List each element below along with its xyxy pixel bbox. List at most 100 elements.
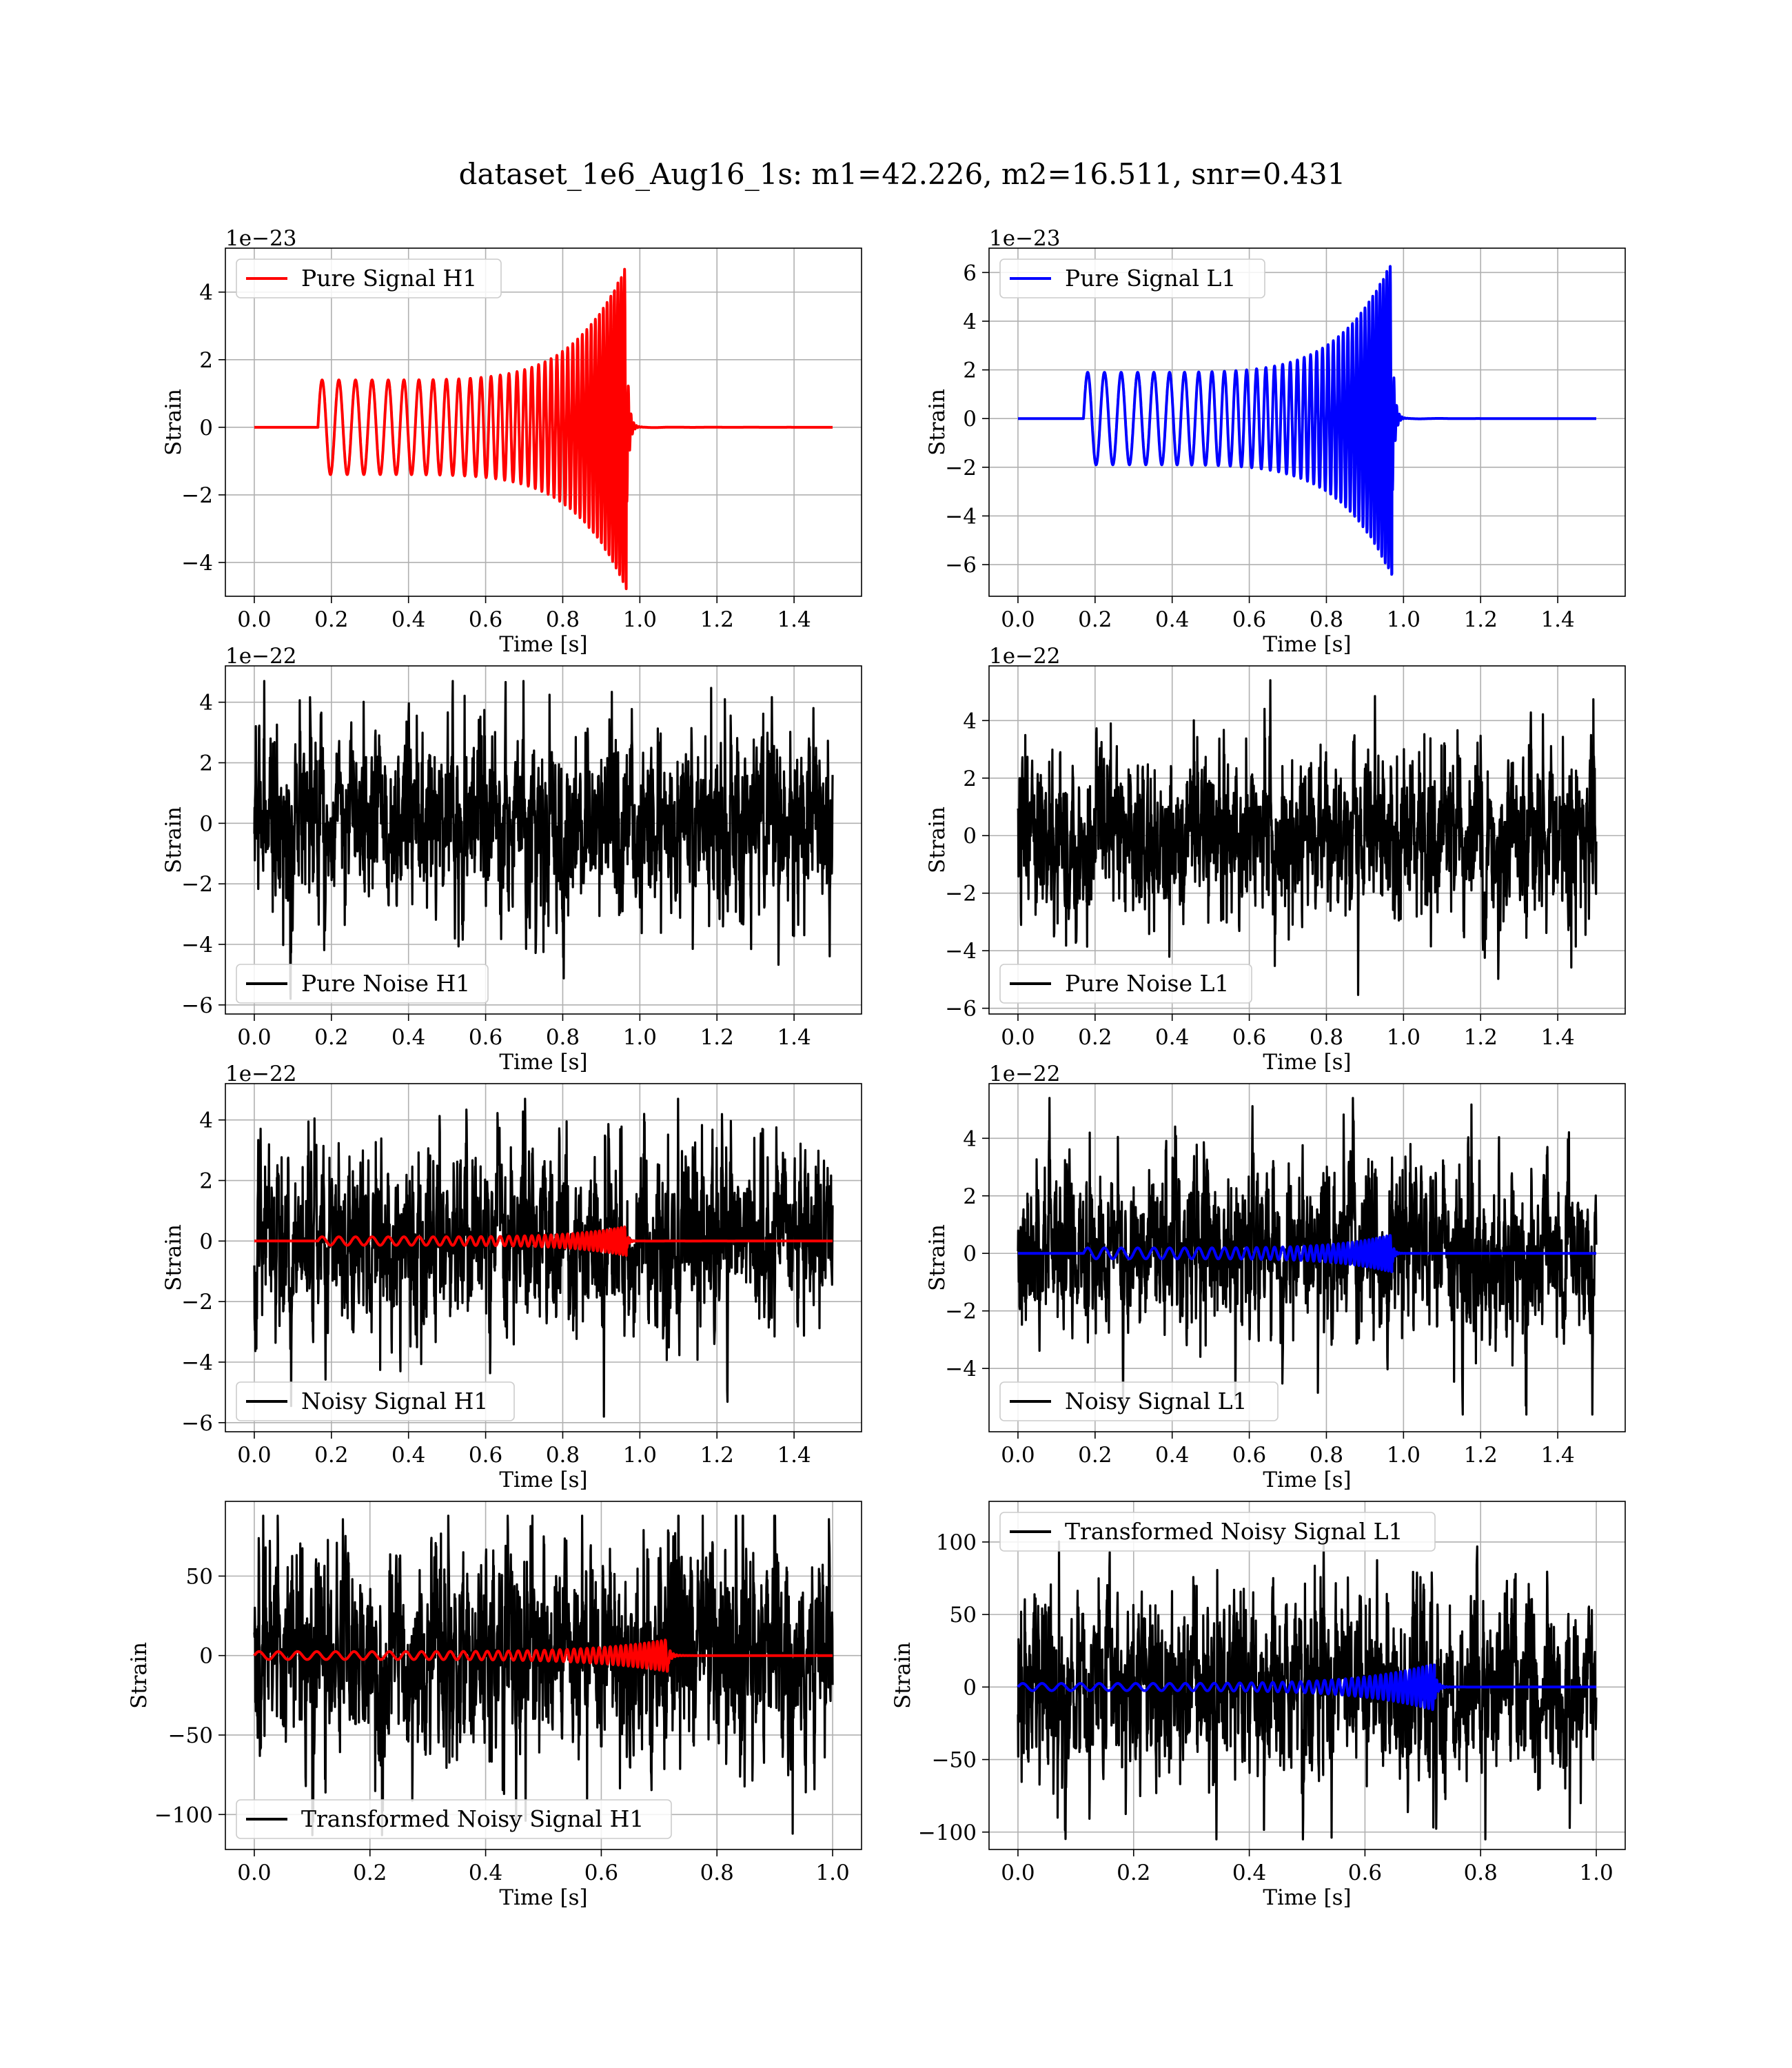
x-tick-label: 0.6	[1232, 607, 1266, 632]
x-tick-label: 0.8	[1310, 607, 1343, 632]
y-tick-label: 0	[963, 824, 977, 849]
panel-pure-signal-l1: 0.0 0.2 0.4 0.6 0.8 1.0 1.2 1.4 −6 −4 −2 0 2 4 6 Time […	[925, 226, 1626, 657]
x-tick-label: 0.4	[391, 607, 425, 632]
x-tick-label: 0.2	[1078, 607, 1112, 632]
y-tick-label: 2	[963, 1184, 977, 1209]
x-tick-label: 1.2	[700, 1025, 734, 1050]
axes-frame	[225, 247, 862, 597]
y-tick-label: −2	[181, 1290, 213, 1315]
x-tick-label: 1.4	[777, 1025, 811, 1050]
x-axis-label: Time [s]	[499, 1468, 587, 1492]
x-tick-label: 0.0	[237, 1443, 271, 1468]
panel-transformed-noisy-signal-l1: 0.0 0.2 0.4 0.6 0.8 1.0 −100 −50 0 50 100 Time [s] S…	[890, 1501, 1626, 1910]
legend-label: Noisy Signal H1	[301, 1388, 488, 1415]
x-tick-label: 1.4	[777, 607, 811, 632]
y-tick-label: −4	[945, 504, 977, 529]
axes-frame	[988, 1501, 1626, 1850]
x-axis-label: Time [s]	[499, 1050, 587, 1075]
plot-area	[1017, 265, 1598, 576]
y-tick-label: 0	[199, 1229, 213, 1254]
x-tick-label: 1.2	[700, 1443, 734, 1468]
y-tick-label: −100	[154, 1803, 213, 1827]
y-axis-label: Strain	[161, 389, 186, 456]
x-tick-label: 0.0	[237, 1861, 271, 1885]
x-axis-label: Time [s]	[499, 1885, 587, 1910]
x-axis-label: Time [s]	[499, 632, 587, 657]
x-tick-label: 0.2	[1078, 1025, 1112, 1050]
overlay-signal-series-line	[1017, 1663, 1598, 1712]
legend-label: Transformed Noisy Signal L1	[1065, 1518, 1403, 1545]
legend-label: Pure Noise H1	[301, 970, 470, 997]
legend-label: Pure Signal H1	[301, 265, 477, 292]
plot-area	[253, 1097, 834, 1418]
x-tick-label: 1.0	[1387, 1443, 1421, 1468]
x-tick-label: 0.4	[1155, 1025, 1189, 1050]
y-tick-label: 4	[199, 281, 213, 305]
axis-offset-label: 1e−22	[225, 1062, 297, 1086]
legend-box	[999, 1512, 1436, 1552]
x-tick-label: 0.6	[469, 1443, 502, 1468]
axes-frame	[225, 665, 862, 1015]
x-tick-label: 1.0	[1387, 1025, 1421, 1050]
legend-label: Pure Signal L1	[1065, 265, 1236, 292]
y-tick-label: 2	[199, 1169, 213, 1194]
y-tick-label: −4	[945, 939, 977, 964]
y-tick-label: 2	[199, 348, 213, 373]
figure-title: dataset_1e6_Aug16_1s: m1=42.226, m2=16.5…	[458, 157, 1346, 191]
axes-frame	[988, 1083, 1626, 1432]
x-tick-label: 0.2	[353, 1861, 387, 1885]
x-tick-label: 0.0	[1001, 607, 1035, 632]
y-tick-label: −6	[945, 997, 977, 1022]
x-tick-label: 0.2	[314, 1025, 348, 1050]
x-tick-label: 0.4	[1232, 1861, 1266, 1885]
x-tick-label: 1.0	[815, 1861, 849, 1885]
plot-area	[253, 1514, 834, 1836]
panel-noisy-signal-l1: 0.0 0.2 0.4 0.6 0.8 1.0 1.2 1.4 −4 −2 0 2 4 Time [s] S…	[925, 1062, 1626, 1492]
y-tick-label: 4	[963, 310, 977, 334]
y-tick-label: 4	[963, 1126, 977, 1151]
x-tick-label: 1.0	[1579, 1861, 1613, 1885]
x-tick-label: 0.6	[1232, 1025, 1266, 1050]
legend-label: Noisy Signal L1	[1065, 1388, 1248, 1415]
y-axis-label: Strain	[161, 1224, 186, 1291]
x-tick-label: 0.6	[1232, 1443, 1266, 1468]
axis-offset-label: 1e−22	[989, 644, 1061, 669]
y-tick-label: 0	[199, 1644, 213, 1669]
pure-signal-h1-series-line	[253, 267, 834, 591]
x-tick-label: 0.8	[546, 1025, 580, 1050]
panel-pure-signal-h1: 0.0 0.2 0.4 0.6 0.8 1.0 1.2 1.4 −4 −2 0 2 4 Time [s] S…	[161, 226, 862, 657]
y-tick-label: 2	[199, 751, 213, 776]
axes-frame	[225, 1501, 862, 1850]
panel-pure-noise-h1: 0.0 0.2 0.4 0.6 0.8 1.0 1.2 1.4 −6 −4 −2 0 2 4 Time [s…	[161, 644, 862, 1075]
x-tick-label: 0.6	[469, 1025, 502, 1050]
y-axis-label: Strain	[127, 1642, 152, 1709]
x-tick-label: 0.8	[1310, 1443, 1343, 1468]
axis-offset-label: 1e−23	[225, 226, 297, 251]
legend-label: Pure Noise L1	[1065, 970, 1229, 997]
x-tick-label: 0.6	[469, 607, 502, 632]
x-tick-label: 1.2	[1464, 1443, 1498, 1468]
overlay-signal-series-line	[253, 1225, 834, 1257]
x-tick-label: 0.6	[584, 1861, 618, 1885]
y-tick-label: 0	[199, 811, 213, 836]
x-tick-label: 0.0	[1001, 1025, 1035, 1050]
x-tick-label: 0.4	[391, 1025, 425, 1050]
y-axis-label: Strain	[925, 807, 950, 873]
x-tick-label: 0.8	[700, 1861, 734, 1885]
y-tick-label: 2	[963, 358, 977, 383]
legend-box	[999, 258, 1265, 298]
plot-area	[1017, 1097, 1598, 1416]
x-axis-label: Time [s]	[1263, 1468, 1351, 1492]
x-tick-label: 0.4	[1155, 607, 1189, 632]
y-tick-label: −50	[932, 1748, 977, 1773]
x-tick-label: 1.0	[623, 1025, 657, 1050]
x-tick-label: 0.2	[1117, 1861, 1150, 1885]
x-tick-label: 0.2	[314, 1443, 348, 1468]
axes-frame	[988, 665, 1626, 1015]
y-axis-label: Strain	[890, 1642, 915, 1709]
x-tick-label: 0.8	[1464, 1861, 1498, 1885]
x-tick-label: 1.4	[777, 1443, 811, 1468]
legend-box	[236, 1381, 515, 1421]
noisy-signal-l1-series-line	[1017, 1097, 1598, 1416]
